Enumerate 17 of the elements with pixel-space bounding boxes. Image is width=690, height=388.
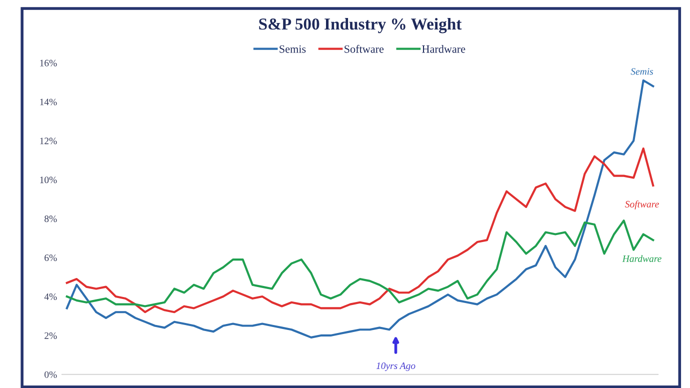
legend-label: Software — [344, 44, 384, 53]
y-tick-label: 0% — [44, 371, 57, 378]
text: Hardware — [622, 255, 662, 262]
text: Semis — [630, 68, 654, 75]
y-tick-label: 12% — [40, 138, 57, 144]
y-tick-label: 4% — [44, 293, 57, 300]
legend-label: Semis — [280, 45, 306, 53]
text: Software — [625, 200, 659, 210]
y-tick-label: 6% — [44, 254, 57, 262]
y-tick-label: 16% — [40, 60, 57, 66]
y-tick-label: 14% — [40, 98, 57, 106]
y-tick-label: 2% — [44, 332, 57, 339]
y-tick-label: 8% — [44, 216, 57, 222]
chart-title: S&P 500 Industry % Weight — [259, 18, 462, 34]
y-tick-label: 10% — [40, 176, 57, 184]
annotation: 10yrs Ago — [376, 362, 416, 372]
legend-label: Hardware — [422, 45, 466, 53]
